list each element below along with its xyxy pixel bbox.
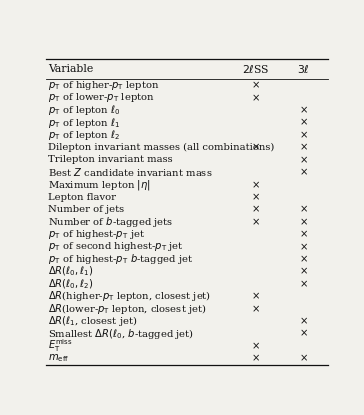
Text: $\times$: $\times$ <box>251 303 260 314</box>
Text: $p_{\mathrm{T}}$ of lepton $\ell_2$: $p_{\mathrm{T}}$ of lepton $\ell_2$ <box>48 128 120 142</box>
Text: $\Delta R$(higher-$p_{\mathrm{T}}$ lepton, closest jet): $\Delta R$(higher-$p_{\mathrm{T}}$ lepto… <box>48 289 211 303</box>
Text: $\times$: $\times$ <box>251 179 260 190</box>
Text: $p_{\mathrm{T}}$ of highest-$p_{\mathrm{T}}$ $b$-tagged jet: $p_{\mathrm{T}}$ of highest-$p_{\mathrm{… <box>48 252 193 266</box>
Text: Number of jets: Number of jets <box>48 205 124 214</box>
Text: $\times$: $\times$ <box>299 242 308 252</box>
Text: $2\ell$SS: $2\ell$SS <box>242 63 269 75</box>
Text: $\times$: $\times$ <box>299 316 308 326</box>
Text: Lepton flavor: Lepton flavor <box>48 193 116 202</box>
Text: $\times$: $\times$ <box>299 217 308 227</box>
Text: $\times$: $\times$ <box>299 204 308 215</box>
Text: $\times$: $\times$ <box>299 266 308 277</box>
Text: $\times$: $\times$ <box>251 217 260 227</box>
Text: $\times$: $\times$ <box>251 142 260 153</box>
Text: $p_{\mathrm{T}}$ of second highest-$p_{\mathrm{T}}$ jet: $p_{\mathrm{T}}$ of second highest-$p_{\… <box>48 240 184 253</box>
Text: $p_{\mathrm{T}}$ of lepton $\ell_0$: $p_{\mathrm{T}}$ of lepton $\ell_0$ <box>48 103 120 117</box>
Text: Best $Z$ candidate invariant mass: Best $Z$ candidate invariant mass <box>48 166 213 178</box>
Text: $\times$: $\times$ <box>299 254 308 264</box>
Text: $\times$: $\times$ <box>251 93 260 103</box>
Text: $\times$: $\times$ <box>299 167 308 178</box>
Text: $\times$: $\times$ <box>251 341 260 351</box>
Text: $m_{\mathrm{eff}}$: $m_{\mathrm{eff}}$ <box>48 352 70 364</box>
Text: $\times$: $\times$ <box>251 204 260 215</box>
Text: $\Delta R(\ell_0, \ell_2)$: $\Delta R(\ell_0, \ell_2)$ <box>48 277 94 291</box>
Text: $\times$: $\times$ <box>299 229 308 239</box>
Text: Dilepton invariant masses (all combinations): Dilepton invariant masses (all combinati… <box>48 143 275 152</box>
Text: $\Delta R(\ell_0, \ell_1)$: $\Delta R(\ell_0, \ell_1)$ <box>48 265 94 278</box>
Text: Smallest $\Delta R(\ell_0$, $b$-tagged jet): Smallest $\Delta R(\ell_0$, $b$-tagged j… <box>48 327 194 341</box>
Text: $\times$: $\times$ <box>251 80 260 90</box>
Text: $\times$: $\times$ <box>299 155 308 165</box>
Text: $E_{\mathrm{T}}^{\mathrm{miss}}$: $E_{\mathrm{T}}^{\mathrm{miss}}$ <box>48 337 73 354</box>
Text: $\times$: $\times$ <box>299 105 308 115</box>
Text: $\times$: $\times$ <box>299 117 308 128</box>
Text: $\times$: $\times$ <box>299 142 308 153</box>
Text: Number of $b$-tagged jets: Number of $b$-tagged jets <box>48 215 174 229</box>
Text: $\times$: $\times$ <box>299 353 308 364</box>
Text: $\times$: $\times$ <box>299 279 308 289</box>
Text: $p_{\mathrm{T}}$ of highest-$p_{\mathrm{T}}$ jet: $p_{\mathrm{T}}$ of highest-$p_{\mathrm{… <box>48 228 145 241</box>
Text: $\times$: $\times$ <box>299 130 308 140</box>
Text: $\times$: $\times$ <box>299 328 308 339</box>
Text: $\times$: $\times$ <box>251 192 260 202</box>
Text: $p_{\mathrm{T}}$ of higher-$p_{\mathrm{T}}$ lepton: $p_{\mathrm{T}}$ of higher-$p_{\mathrm{T… <box>48 79 160 92</box>
Text: Maximum lepton $|\eta|$: Maximum lepton $|\eta|$ <box>48 178 151 192</box>
Text: $\times$: $\times$ <box>251 353 260 364</box>
Text: Trilepton invariant mass: Trilepton invariant mass <box>48 155 173 164</box>
Text: $\Delta R(\ell_1$, closest jet): $\Delta R(\ell_1$, closest jet) <box>48 314 138 328</box>
Text: $p_{\mathrm{T}}$ of lepton $\ell_1$: $p_{\mathrm{T}}$ of lepton $\ell_1$ <box>48 116 120 129</box>
Text: $\Delta R$(lower-$p_{\mathrm{T}}$ lepton, closest jet): $\Delta R$(lower-$p_{\mathrm{T}}$ lepton… <box>48 302 207 316</box>
Text: $3\ell$: $3\ell$ <box>297 63 310 75</box>
Text: $p_{\mathrm{T}}$ of lower-$p_{\mathrm{T}}$ lepton: $p_{\mathrm{T}}$ of lower-$p_{\mathrm{T}… <box>48 91 155 104</box>
Text: Variable: Variable <box>48 64 94 74</box>
Text: $\times$: $\times$ <box>251 291 260 301</box>
